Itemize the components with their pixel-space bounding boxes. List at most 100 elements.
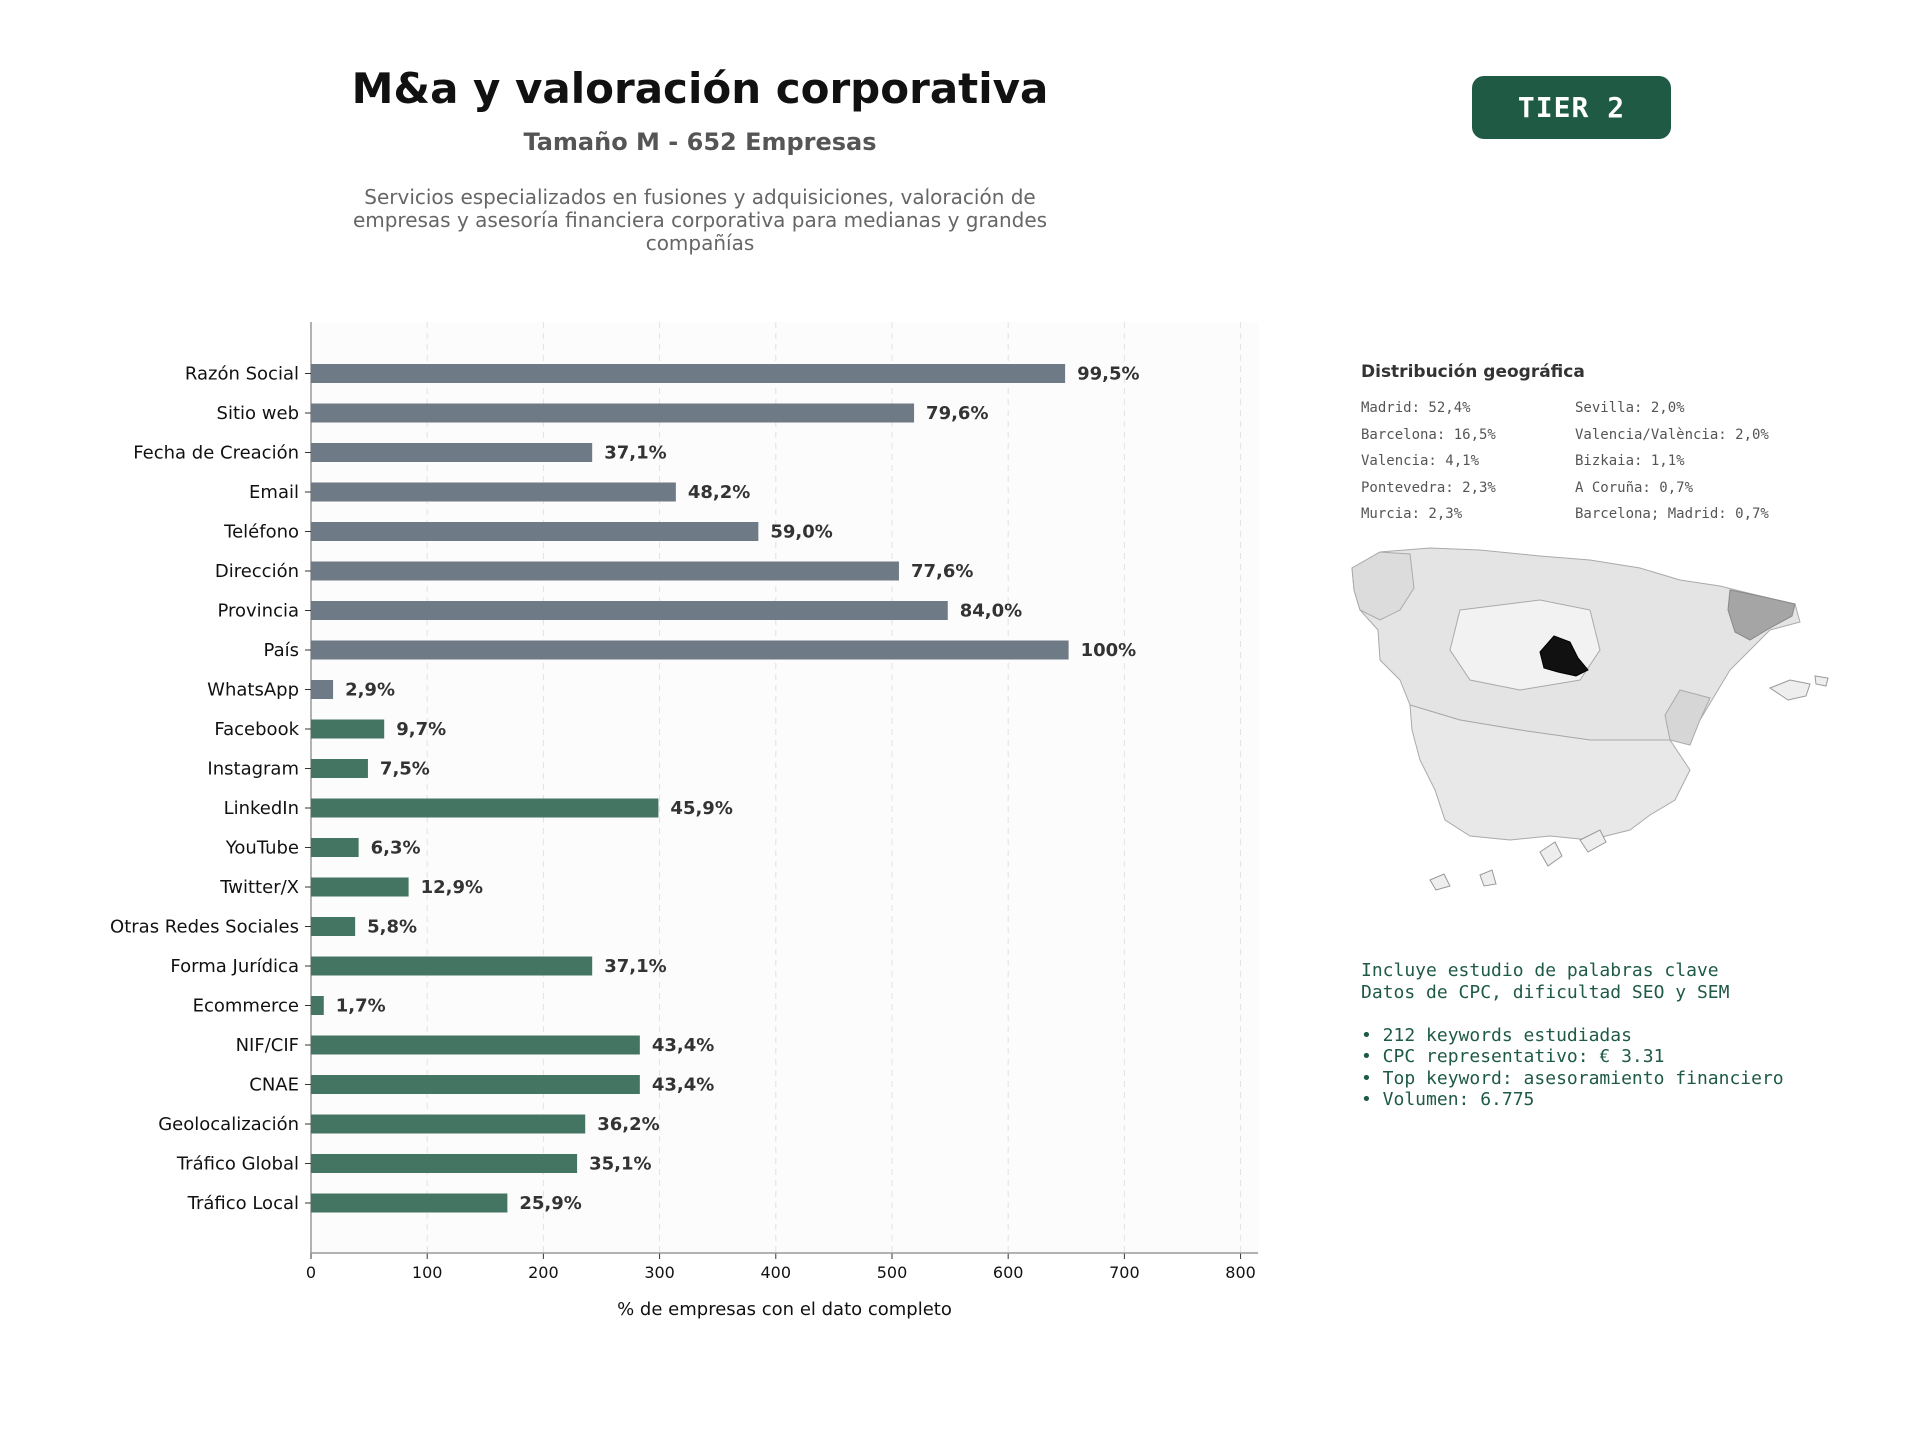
data-label: 79,6% (926, 403, 988, 424)
map-region-canary-4 (1579, 829, 1607, 853)
x-tick-label: 700 (1109, 1263, 1140, 1282)
spain-choropleth-map (1351, 547, 1829, 891)
geo-entry: Murcia: 2,3% (1361, 506, 1463, 522)
category-label: YouTube (225, 838, 299, 859)
category-label: LinkedIn (224, 798, 299, 819)
x-tick-label: 600 (993, 1263, 1024, 1282)
geo-entry: Valencia/València: 2,0% (1575, 426, 1769, 443)
data-label: 6,3% (371, 838, 421, 859)
geo-entry: Bizkaia: 1,1% (1575, 453, 1685, 469)
bar (311, 1114, 586, 1134)
category-label: Provincia (217, 601, 299, 622)
data-label: 84,0% (960, 601, 1022, 622)
bar (311, 719, 385, 739)
data-label: 77,6% (911, 561, 973, 582)
bar (311, 1075, 640, 1094)
geo-entry: Madrid: 52,4% (1361, 400, 1471, 416)
map-region-catalonia (1727, 589, 1796, 641)
page-title: M&a y valoración corporativa (351, 64, 1049, 113)
category-label: Dirección (215, 561, 299, 582)
data-label: 48,2% (688, 482, 750, 503)
data-label: 1,7% (336, 996, 386, 1017)
category-label: Otras Redes Sociales (110, 917, 299, 938)
page-description: Servicios especializados en fusiones y a… (352, 185, 1048, 255)
geo-entry: Pontevedra: 2,3% (1361, 479, 1496, 496)
bar (311, 601, 948, 620)
category-label: CNAE (249, 1075, 299, 1096)
x-tick-label: 0 (306, 1263, 316, 1282)
map-region-canary-2 (1479, 869, 1497, 887)
keywords-bullet: • Top keyword: asesoramiento financiero (1361, 1067, 1784, 1089)
data-label: 2,9% (345, 680, 395, 701)
bar (311, 877, 409, 897)
data-label: 35,1% (589, 1154, 651, 1175)
category-label: Razón Social (185, 364, 299, 385)
geo-entry: Sevilla: 2,0% (1575, 400, 1685, 416)
bar (311, 1154, 578, 1173)
data-label: 43,4% (652, 1075, 714, 1096)
x-tick-label: 100 (412, 1263, 443, 1282)
geo-entry: Barcelona; Madrid: 0,7% (1575, 506, 1769, 522)
geo-distribution-title: Distribución geográfica (1361, 362, 1585, 382)
data-label: 25,9% (519, 1193, 581, 1214)
data-label: 99,5% (1077, 364, 1139, 385)
data-label: 45,9% (670, 798, 732, 819)
geo-entry: Valencia: 4,1% (1361, 453, 1480, 469)
keywords-line-1: Incluye estudio de palabras clave (1361, 960, 1719, 981)
data-label: 37,1% (604, 956, 666, 977)
data-label: 37,1% (604, 443, 666, 464)
keywords-bullet: • 212 keywords estudiadas (1361, 1024, 1632, 1046)
plot-background (311, 322, 1258, 1253)
category-label: NIF/CIF (236, 1035, 299, 1056)
map-region-castilla (1449, 599, 1601, 691)
bar (311, 956, 593, 976)
data-label: 59,0% (770, 522, 832, 543)
category-label: Email (249, 482, 299, 503)
x-tick-label: 500 (877, 1263, 908, 1282)
data-label: 36,2% (597, 1114, 659, 1135)
bar (311, 1035, 640, 1055)
x-tick-label: 400 (761, 1263, 792, 1282)
geo-column-right: Sevilla: 2,0% Valencia/València: 2,0% Bi… (1575, 398, 1769, 531)
bar (311, 561, 899, 581)
category-label: WhatsApp (207, 680, 299, 701)
x-axis-title: % de empresas con el dato completo (617, 1299, 952, 1320)
bar (311, 917, 356, 936)
map-region-canary-3 (1539, 841, 1563, 867)
bar (311, 759, 368, 778)
map-region-galicia (1351, 551, 1415, 621)
data-label: 100% (1081, 640, 1137, 661)
data-label: 43,4% (652, 1035, 714, 1056)
bar (311, 443, 593, 462)
geo-entry: A Coruña: 0,7% (1575, 479, 1694, 496)
bar (311, 364, 1066, 383)
page-subtitle: Tamaño M - 652 Empresas (523, 128, 877, 156)
data-label: 5,8% (367, 917, 417, 938)
map-region-madrid (1539, 635, 1589, 677)
keywords-bullet: • CPC representativo: € 3.31 (1361, 1046, 1665, 1067)
data-label: 12,9% (421, 877, 483, 898)
map-region-balearic-small (1814, 675, 1829, 687)
category-label: País (264, 640, 299, 661)
data-label: 7,5% (380, 759, 430, 780)
map-region-canary-1 (1429, 873, 1451, 891)
category-label: Facebook (214, 719, 299, 740)
category-label: Teléfono (223, 522, 299, 543)
tier-badge: TIER 2 (1472, 76, 1671, 139)
category-label: Sitio web (217, 403, 299, 424)
category-label: Forma Jurídica (170, 956, 299, 977)
category-label: Tráfico Local (187, 1193, 299, 1214)
bar (311, 640, 1069, 660)
bar (311, 482, 676, 502)
x-tick-label: 200 (528, 1263, 559, 1282)
bar (311, 996, 324, 1015)
x-tick-label: 800 (1225, 1263, 1256, 1282)
bar-chart: 0 100 200 300 400 500 600 700 800 Razón Social 99,… (110, 322, 1258, 1320)
map-region-south (1409, 704, 1691, 841)
map-region-balearic (1768, 679, 1811, 701)
data-label: 9,7% (396, 719, 446, 740)
category-label: Tráfico Global (176, 1154, 299, 1175)
bar (311, 1193, 508, 1213)
bar (311, 798, 659, 818)
x-tick-label: 300 (644, 1263, 675, 1282)
